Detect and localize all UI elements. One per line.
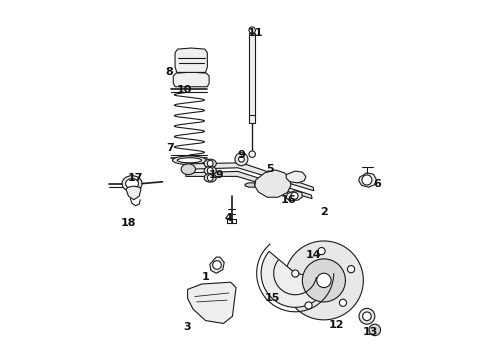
- Polygon shape: [126, 186, 141, 200]
- Ellipse shape: [125, 179, 139, 189]
- Text: 3: 3: [184, 322, 192, 332]
- Text: 5: 5: [266, 164, 274, 174]
- Polygon shape: [186, 163, 314, 191]
- Text: 6: 6: [374, 179, 382, 189]
- Ellipse shape: [181, 164, 196, 175]
- Bar: [249, 33, 255, 123]
- Text: 19: 19: [209, 170, 224, 180]
- Circle shape: [305, 302, 312, 309]
- Wedge shape: [261, 251, 329, 307]
- Circle shape: [239, 156, 245, 162]
- Circle shape: [291, 192, 298, 199]
- Circle shape: [369, 324, 381, 336]
- Polygon shape: [188, 282, 236, 323]
- Circle shape: [292, 270, 299, 277]
- Ellipse shape: [122, 176, 142, 192]
- Text: 14: 14: [305, 250, 321, 260]
- Polygon shape: [173, 72, 209, 87]
- Circle shape: [362, 175, 372, 185]
- Circle shape: [340, 299, 346, 306]
- Text: 18: 18: [121, 218, 136, 228]
- Ellipse shape: [204, 174, 216, 182]
- Polygon shape: [186, 171, 312, 199]
- Text: 2: 2: [320, 207, 328, 217]
- Circle shape: [318, 248, 325, 255]
- Text: 10: 10: [176, 85, 192, 95]
- Circle shape: [347, 266, 355, 273]
- Circle shape: [317, 273, 331, 288]
- Polygon shape: [210, 257, 224, 273]
- Ellipse shape: [204, 159, 216, 168]
- Ellipse shape: [207, 175, 213, 181]
- Text: 13: 13: [363, 327, 378, 337]
- Circle shape: [363, 312, 371, 320]
- Text: 11: 11: [248, 28, 264, 38]
- Text: 4: 4: [225, 213, 233, 222]
- Polygon shape: [359, 173, 376, 187]
- Circle shape: [285, 241, 364, 320]
- Polygon shape: [255, 170, 291, 197]
- Polygon shape: [286, 191, 302, 201]
- Circle shape: [213, 261, 221, 269]
- Polygon shape: [175, 48, 207, 72]
- Text: 15: 15: [264, 293, 280, 303]
- Ellipse shape: [204, 166, 216, 175]
- Text: 7: 7: [166, 143, 173, 153]
- Ellipse shape: [207, 160, 213, 167]
- Polygon shape: [245, 183, 255, 187]
- Circle shape: [302, 259, 345, 302]
- Circle shape: [249, 27, 255, 33]
- Text: 16: 16: [280, 195, 296, 205]
- Polygon shape: [286, 171, 306, 183]
- Circle shape: [249, 151, 255, 157]
- Ellipse shape: [207, 167, 213, 174]
- Text: 17: 17: [128, 173, 144, 183]
- Text: 8: 8: [166, 67, 173, 77]
- Circle shape: [235, 153, 248, 166]
- Text: 12: 12: [329, 320, 344, 330]
- Ellipse shape: [172, 156, 206, 165]
- Text: 9: 9: [238, 150, 245, 160]
- Circle shape: [359, 309, 375, 324]
- Ellipse shape: [177, 158, 201, 163]
- Text: 1: 1: [202, 272, 209, 282]
